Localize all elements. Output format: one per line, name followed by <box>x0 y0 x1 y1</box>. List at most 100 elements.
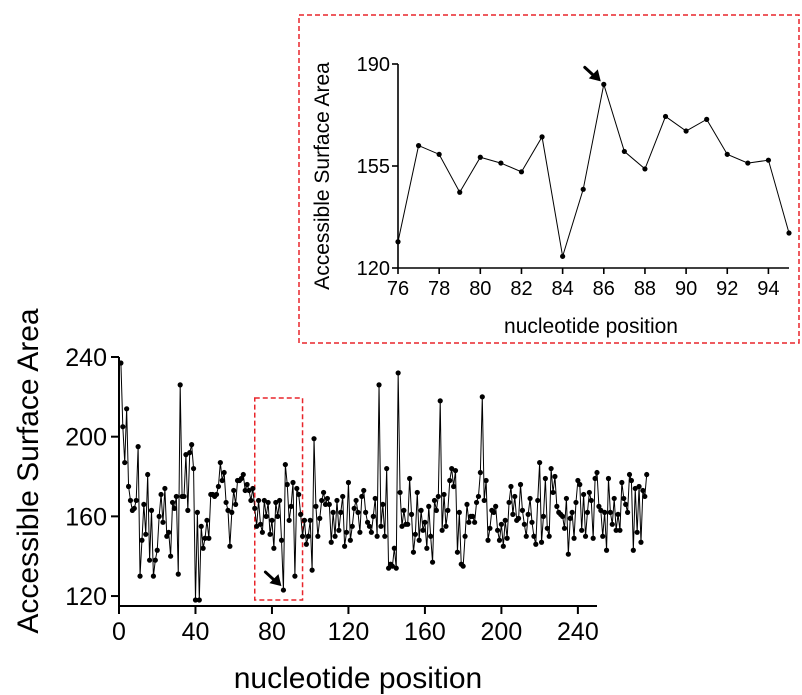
main-data-point <box>621 495 627 502</box>
inset-data-point <box>621 148 627 155</box>
main-data-point <box>200 545 206 551</box>
main-data-point <box>146 557 153 563</box>
main-data-point <box>380 501 386 508</box>
main-data-point <box>156 513 162 519</box>
main-data-point <box>124 406 130 412</box>
main-data-point <box>565 551 571 557</box>
main-data-point <box>313 503 319 509</box>
main-data-point <box>370 513 376 519</box>
main-y-tick-label: 200 <box>65 424 107 452</box>
main-data-point <box>401 507 407 513</box>
main-data-point <box>538 539 545 545</box>
main-data-point <box>535 497 541 504</box>
main-data-point <box>382 533 388 539</box>
main-data-point <box>357 529 363 535</box>
main-data-point <box>632 485 638 492</box>
main-data-point <box>231 487 237 494</box>
main-data-point <box>452 467 459 474</box>
main-data-point <box>588 497 594 504</box>
main-data-point <box>317 515 323 521</box>
main-data-point <box>477 469 483 476</box>
main-data-point <box>221 469 227 476</box>
main-data-point <box>634 529 640 535</box>
main-data-point <box>642 493 648 500</box>
main-data-point <box>500 543 506 549</box>
main-data-point <box>441 491 447 498</box>
inset-x-tick-label: 78 <box>428 278 450 300</box>
inset-data-point <box>580 186 586 192</box>
inset-data-point <box>395 239 401 245</box>
main-data-point <box>521 521 527 527</box>
main-data-point <box>573 499 579 506</box>
main-data-point <box>498 521 504 527</box>
main-data-point <box>351 505 357 511</box>
main-data-point <box>607 509 613 515</box>
main-data-point <box>454 549 461 555</box>
main-data-point <box>265 499 271 506</box>
main-data-point <box>462 533 468 539</box>
main-data-point <box>397 489 403 496</box>
main-data-point <box>431 497 438 504</box>
main-data-point <box>424 545 430 551</box>
main-data-point <box>194 509 200 515</box>
main-data-point <box>516 515 522 521</box>
inset-x-axis-label: nucleotide position <box>504 315 678 338</box>
main-data-point <box>359 493 365 500</box>
main-data-point <box>502 517 508 523</box>
main-data-point <box>332 533 338 539</box>
main-data-point <box>617 527 623 533</box>
main-x-tick-label: 200 <box>481 618 523 646</box>
main-data-point <box>315 533 321 539</box>
main-data-point <box>225 507 231 513</box>
main-data-point <box>322 501 329 508</box>
main-data-point <box>527 495 533 502</box>
main-data-point <box>135 444 141 450</box>
inset-data-point <box>457 189 463 195</box>
main-data-point <box>590 535 596 541</box>
main-data-point <box>418 507 424 513</box>
main-data-point <box>173 493 179 500</box>
inset-chart: 120 155 190 76 78 80 82 84 86 88 90 92 94 nucleotide… <box>298 14 800 344</box>
main-data-point <box>198 523 204 529</box>
main-data-point <box>238 475 244 482</box>
inset-x-tick-label: 88 <box>634 278 656 300</box>
main-data-point <box>196 597 202 603</box>
main-data-point <box>473 499 480 506</box>
main-data-point <box>559 513 566 519</box>
inset-data-point <box>704 116 710 122</box>
inset-data-point <box>786 230 792 236</box>
main-data-point <box>158 491 164 498</box>
main-data-point <box>494 527 501 533</box>
inset-y-tick-label: 120 <box>357 258 390 280</box>
main-x-axis-label: nucleotide position <box>234 662 483 695</box>
inset-series <box>395 81 792 259</box>
main-data-point <box>451 483 457 490</box>
main-data-point <box>246 487 252 494</box>
main-data-point <box>378 523 384 529</box>
main-data-point <box>347 537 353 543</box>
main-data-point <box>324 495 331 502</box>
main-data-point <box>537 459 543 466</box>
main-data-point <box>311 436 317 442</box>
main-data-point <box>496 537 503 543</box>
main-data-point <box>190 465 197 472</box>
main-data-point <box>284 481 290 488</box>
main-data-point <box>160 519 166 525</box>
main-data-point <box>571 535 577 541</box>
main-data-point <box>141 501 147 508</box>
inset-x-tick-label: 94 <box>757 278 779 300</box>
main-data-point <box>626 471 633 478</box>
main-data-point <box>506 499 512 506</box>
main-data-point <box>368 529 374 535</box>
main-data-point <box>271 545 277 551</box>
main-data-point <box>594 469 600 476</box>
main-data-point <box>529 519 535 525</box>
main-data-point <box>223 499 229 506</box>
main-data-point <box>609 521 615 527</box>
main-x-tick-label: 80 <box>258 618 286 646</box>
main-data-point <box>586 489 592 496</box>
main-data-point <box>189 442 195 448</box>
main-data-point <box>408 511 415 517</box>
main-data-point <box>118 360 124 366</box>
